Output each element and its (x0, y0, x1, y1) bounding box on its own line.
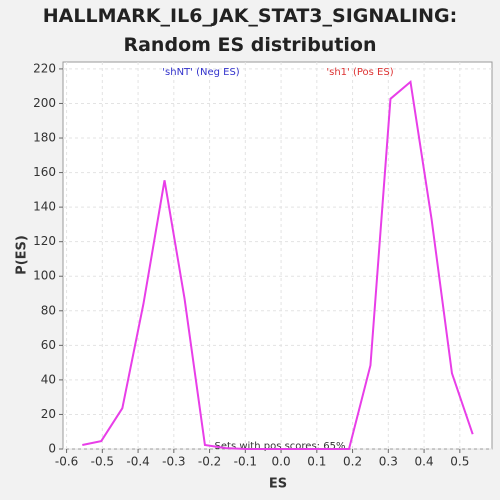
plot-area (62, 61, 493, 450)
x-tick-label: 0.5 (450, 455, 469, 469)
y-tick-label: 180 (33, 131, 56, 145)
y-tick-label: 80 (41, 303, 56, 317)
x-tick-label: -0.2 (198, 455, 221, 469)
y-tick-label: 100 (33, 269, 56, 283)
y-tick-label: 160 (33, 165, 56, 179)
annotation: Sets with pos scores: 65% (215, 441, 346, 452)
y-tick-label: 20 (41, 407, 56, 421)
x-tick-label: -0.1 (234, 455, 257, 469)
x-tick-label: 0.3 (379, 455, 398, 469)
y-tick-label: 140 (33, 200, 56, 214)
annotation: 'sh1' (Pos ES) (326, 67, 393, 78)
x-tick-label: 0.2 (343, 455, 362, 469)
x-tick-label: -0.6 (55, 455, 78, 469)
line (82, 79, 474, 450)
x-axis-label: ES (269, 477, 287, 492)
y-tick-label: 220 (33, 61, 56, 75)
y-tick-label: 120 (33, 234, 56, 248)
x-tick-label: -0.5 (91, 455, 114, 469)
x-tick-label: 0.0 (272, 455, 291, 469)
x-tick-label: -0.3 (162, 455, 185, 469)
y-tick-label: 200 (33, 96, 56, 110)
annotation: 'shNT' (Neg ES) (162, 67, 240, 78)
x-tick-label: 0.1 (307, 455, 326, 469)
x-tick-label: 0.4 (415, 455, 434, 469)
y-axis-label: P(ES) (15, 235, 30, 275)
y-tick-label: 60 (41, 338, 56, 352)
y-tick-label: 40 (41, 372, 56, 386)
y-tick-label: 0 (48, 442, 56, 456)
x-tick-label: -0.4 (126, 455, 149, 469)
chart-title: HALLMARK_IL6_JAK_STAT3_SIGNALING: Random… (42, 5, 458, 56)
